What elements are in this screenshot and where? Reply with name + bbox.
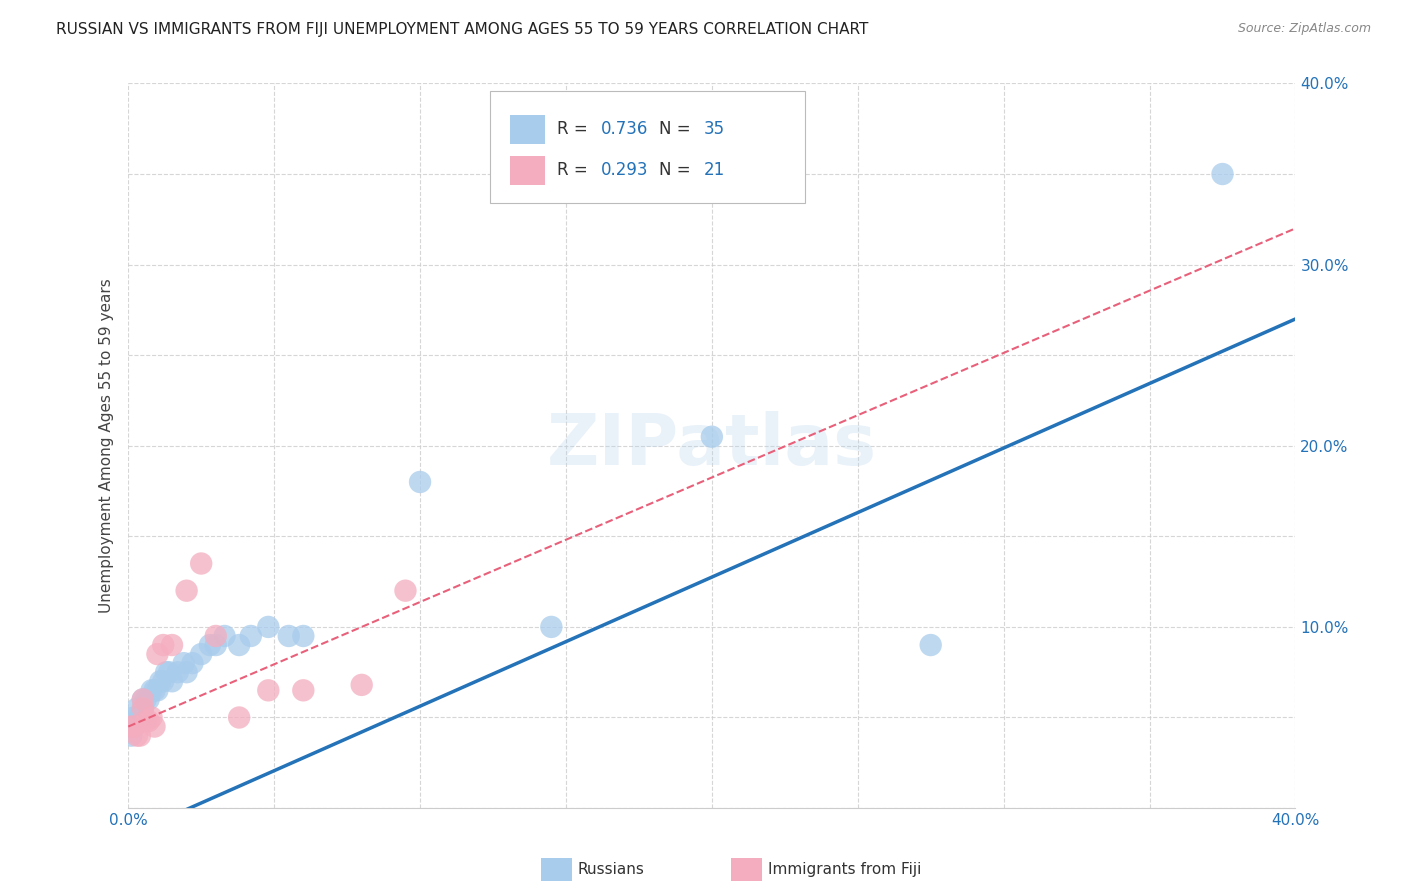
- Point: [135, 714, 157, 728]
- Point: [143, 683, 166, 698]
- Point: [166, 665, 188, 680]
- Point: [920, 638, 942, 652]
- Point: [138, 714, 160, 728]
- Y-axis label: Unemployment Among Ages 55 to 59 years: Unemployment Among Ages 55 to 59 years: [100, 278, 114, 613]
- Point: [152, 638, 174, 652]
- Point: [120, 729, 142, 743]
- Point: [132, 692, 155, 706]
- Point: [120, 720, 142, 734]
- Point: [132, 701, 155, 715]
- Point: [176, 665, 198, 680]
- Point: [146, 647, 169, 661]
- Text: R =: R =: [557, 161, 592, 179]
- Point: [173, 656, 195, 670]
- Point: [141, 683, 163, 698]
- Text: Russians: Russians: [578, 863, 645, 877]
- Point: [540, 620, 562, 634]
- Point: [190, 557, 212, 571]
- Text: N =: N =: [659, 120, 696, 138]
- Text: RUSSIAN VS IMMIGRANTS FROM FIJI UNEMPLOYMENT AMONG AGES 55 TO 59 YEARS CORRELATI: RUSSIAN VS IMMIGRANTS FROM FIJI UNEMPLOY…: [56, 22, 869, 37]
- Point: [160, 638, 183, 652]
- Point: [146, 683, 169, 698]
- Point: [409, 475, 432, 489]
- Text: 35: 35: [703, 120, 725, 138]
- Text: Immigrants from Fiji: Immigrants from Fiji: [768, 863, 921, 877]
- Text: 21: 21: [703, 161, 725, 179]
- Point: [176, 583, 198, 598]
- Point: [394, 583, 416, 598]
- Point: [125, 701, 148, 715]
- Point: [149, 674, 172, 689]
- Point: [141, 710, 163, 724]
- Point: [181, 656, 204, 670]
- Point: [1211, 167, 1233, 181]
- FancyBboxPatch shape: [510, 114, 546, 144]
- Point: [122, 720, 145, 734]
- Text: ZIPatlas: ZIPatlas: [547, 411, 877, 480]
- Point: [152, 674, 174, 689]
- Point: [135, 692, 157, 706]
- Point: [129, 710, 152, 724]
- Point: [125, 729, 148, 743]
- Point: [198, 638, 221, 652]
- Point: [214, 629, 236, 643]
- Point: [132, 692, 155, 706]
- Point: [257, 620, 280, 634]
- FancyBboxPatch shape: [491, 91, 806, 203]
- Text: R =: R =: [557, 120, 592, 138]
- Point: [157, 665, 180, 680]
- Point: [239, 629, 262, 643]
- Point: [228, 710, 250, 724]
- Text: Source: ZipAtlas.com: Source: ZipAtlas.com: [1237, 22, 1371, 36]
- Point: [160, 674, 183, 689]
- Text: 0.736: 0.736: [600, 120, 648, 138]
- Point: [132, 701, 155, 715]
- Text: 0.293: 0.293: [600, 161, 648, 179]
- Point: [122, 710, 145, 724]
- Point: [292, 629, 315, 643]
- Point: [350, 678, 373, 692]
- Point: [143, 720, 166, 734]
- Point: [129, 729, 152, 743]
- Point: [138, 692, 160, 706]
- Point: [155, 665, 177, 680]
- Point: [257, 683, 280, 698]
- Point: [190, 647, 212, 661]
- Point: [204, 638, 226, 652]
- Point: [204, 629, 226, 643]
- Point: [122, 720, 145, 734]
- Point: [700, 430, 723, 444]
- Point: [292, 683, 315, 698]
- Text: N =: N =: [659, 161, 696, 179]
- Point: [277, 629, 299, 643]
- Point: [228, 638, 250, 652]
- FancyBboxPatch shape: [510, 156, 546, 185]
